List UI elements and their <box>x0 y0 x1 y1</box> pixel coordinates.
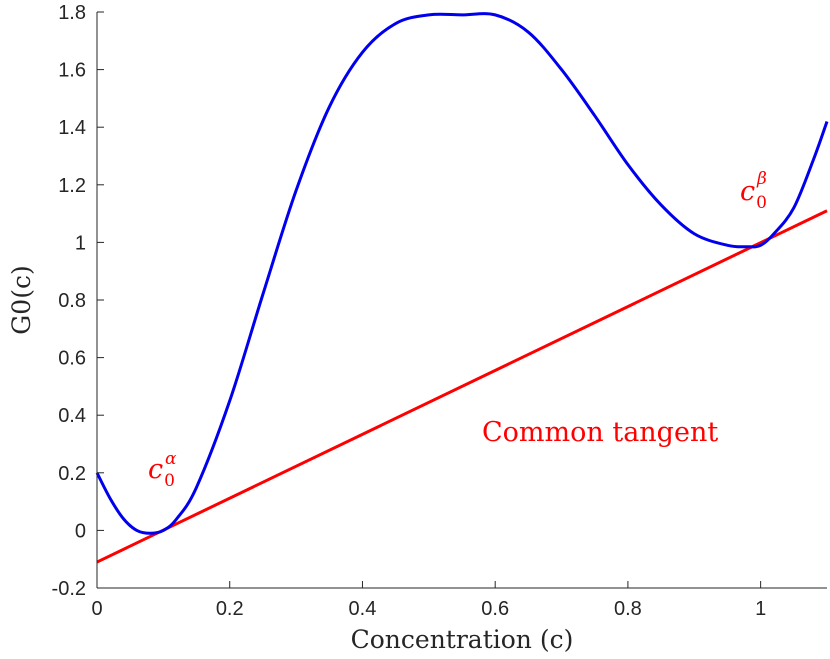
axes: 0 0.2 0.4 0.6 0.8 1-0.200.20.40.60.811.21.41.… <box>52 2 827 620</box>
free-energy-curve <box>95 12 829 535</box>
y-tick-label: 1.4 <box>58 117 86 139</box>
y-tick-label: 1 <box>75 232 86 254</box>
common-tangent-line <box>96 209 828 564</box>
x-tick-label: 0.2 <box>216 598 244 620</box>
x-tick-label: 0.4 <box>349 598 377 620</box>
x-tick-label: 0.8 <box>614 598 642 620</box>
c0-beta-label: c0 β <box>740 169 767 213</box>
y-tick-label: 1.6 <box>58 60 86 82</box>
plot-area <box>95 12 829 564</box>
c0-beta-sub: 0 <box>756 193 767 213</box>
common-tangent-label: Common tangent <box>482 417 718 448</box>
c0-alpha-base: c <box>148 454 163 485</box>
y-axis-label: G0(c) <box>7 265 36 334</box>
x-tick-label: 0 <box>91 598 102 620</box>
y-tick-label: 0.8 <box>58 290 86 312</box>
y-tick-label: 0.2 <box>58 463 86 485</box>
x-tick-label: 1 <box>755 598 766 620</box>
y-tick-label: -0.2 <box>52 578 86 600</box>
y-tick-label: 0.4 <box>58 405 86 427</box>
y-tick-label: 0.6 <box>58 348 86 370</box>
c0-beta-base: c <box>740 176 755 207</box>
c0-alpha-label: c0α <box>148 449 177 491</box>
y-tick-label: 1.2 <box>58 175 86 197</box>
c0-alpha-sup: α <box>165 449 177 469</box>
y-tick-label: 1.8 <box>58 2 86 24</box>
c0-beta-sup: β <box>756 169 767 189</box>
x-axis-label: Concentration (c) <box>351 625 574 654</box>
y-tick-label: 0 <box>75 520 86 542</box>
c0-alpha-sub: 0 <box>164 471 175 491</box>
x-tick-label: 0.6 <box>481 598 509 620</box>
